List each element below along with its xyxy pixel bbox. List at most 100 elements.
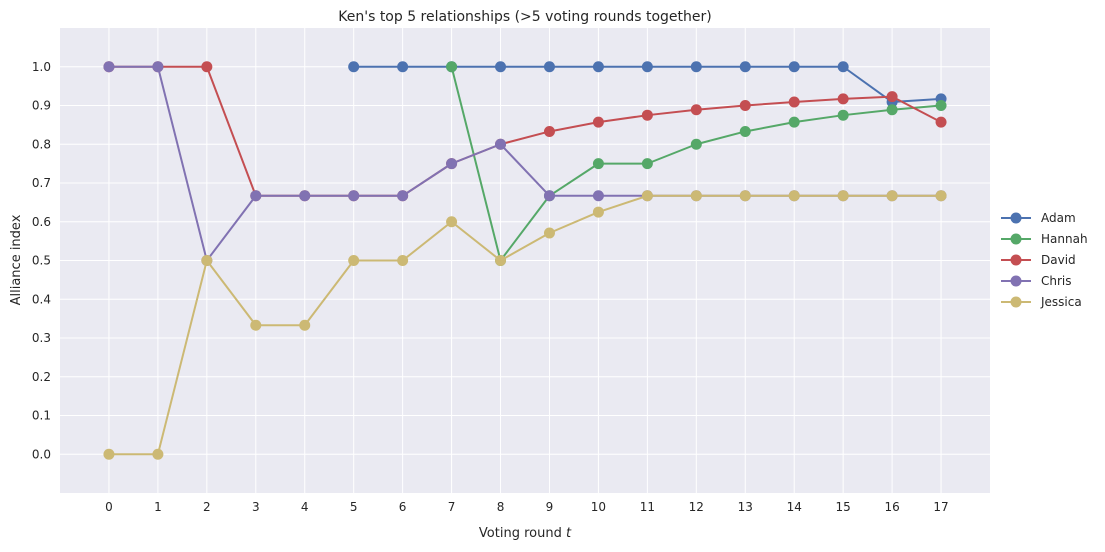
y-tick-label: 0.7: [32, 176, 51, 190]
data-point: [250, 190, 262, 202]
data-point: [446, 158, 458, 170]
data-point: [837, 61, 849, 73]
data-point: [739, 61, 751, 73]
data-point: [592, 116, 604, 128]
legend-label: Jessica: [1040, 295, 1082, 309]
series-line: [108, 194, 942, 456]
data-point: [397, 61, 409, 73]
data-point: [739, 100, 751, 111]
legend-label: Adam: [1041, 211, 1076, 225]
data-point: [250, 319, 262, 331]
data-point: [886, 91, 898, 103]
data-point: [397, 190, 409, 202]
y-tick-label: 0.3: [32, 331, 51, 345]
data-point: [446, 216, 458, 228]
x-tick-label: 16: [884, 500, 899, 514]
series-line: [108, 65, 942, 197]
data-point: [837, 190, 849, 202]
data-point: [690, 61, 702, 73]
data-point: [788, 190, 800, 202]
data-point: [299, 190, 311, 202]
data-point: [152, 61, 164, 73]
data-point: [641, 109, 653, 121]
data-point: [348, 255, 360, 266]
x-tick-label: 5: [350, 500, 358, 514]
data-point: [690, 104, 702, 116]
x-tick-label: 12: [689, 500, 704, 514]
data-point: [935, 100, 947, 111]
data-point: [592, 206, 604, 218]
data-point: [543, 227, 555, 239]
x-axis-label: Voting round t: [479, 526, 572, 541]
x-tick-label: 15: [836, 500, 851, 514]
y-tick-label: 0.4: [32, 292, 51, 306]
data-point: [641, 190, 653, 202]
data-point: [495, 138, 507, 150]
x-tick-label: 7: [448, 500, 456, 514]
legend-marker: [1010, 275, 1022, 287]
data-point: [935, 116, 947, 128]
data-point: [788, 116, 800, 128]
y-tick-label: 0.5: [32, 254, 51, 268]
data-point: [690, 190, 702, 202]
data-point: [299, 319, 311, 331]
legend-label: Chris: [1041, 274, 1072, 288]
y-tick-label: 0.8: [32, 137, 51, 151]
data-point: [641, 158, 653, 170]
data-point: [103, 61, 115, 73]
data-point: [543, 61, 555, 73]
y-tick-label: 0.1: [32, 409, 51, 423]
x-tick-label: 14: [787, 500, 802, 514]
data-point: [348, 190, 360, 202]
legend-label: Hannah: [1041, 232, 1088, 246]
legend-marker: [1010, 296, 1022, 308]
chart-title: Ken's top 5 relationships (>5 voting rou…: [338, 9, 711, 25]
data-point: [788, 96, 800, 108]
y-axis-label: Alliance index: [9, 214, 24, 305]
data-point: [446, 61, 458, 73]
x-tick-label: 6: [399, 500, 407, 514]
data-point: [543, 190, 555, 202]
data-point: [201, 61, 213, 73]
data-point: [348, 61, 360, 73]
data-point: [837, 93, 849, 105]
x-tick-label: 1: [154, 500, 162, 514]
series-layer: [103, 61, 947, 460]
grid: [60, 28, 990, 493]
data-point: [592, 61, 604, 73]
data-point: [201, 255, 213, 266]
data-point: [641, 61, 653, 73]
x-tick-label: 2: [203, 500, 211, 514]
x-tick-label: 9: [546, 500, 554, 514]
data-point: [103, 448, 115, 460]
legend-marker: [1010, 254, 1022, 266]
legend-marker: [1010, 212, 1022, 224]
legend-item-chris: Chris: [1001, 274, 1072, 288]
data-point: [690, 138, 702, 150]
x-tick-label: 8: [497, 500, 505, 514]
x-tick-label: 10: [591, 500, 606, 514]
data-point: [592, 190, 604, 202]
x-tick-label: 3: [252, 500, 260, 514]
data-point: [152, 448, 164, 460]
x-tick-label: 13: [738, 500, 753, 514]
data-point: [739, 190, 751, 202]
x-tick-label: 11: [640, 500, 655, 514]
x-tick-label: 4: [301, 500, 309, 514]
legend-item-jessica: Jessica: [1001, 295, 1082, 309]
legend-item-david: David: [1001, 253, 1076, 267]
data-point: [788, 61, 800, 73]
y-tick-label: 0.6: [32, 215, 51, 229]
x-tick-label: 17: [933, 500, 948, 514]
y-tick-label: 1.0: [32, 60, 51, 74]
data-point: [495, 61, 507, 73]
y-tick-label: 0.2: [32, 370, 51, 384]
data-point: [592, 158, 604, 170]
x-tick-label: 0: [105, 500, 113, 514]
y-tick-label: 0.0: [32, 447, 51, 461]
data-point: [935, 190, 947, 202]
data-point: [543, 125, 555, 137]
legend-marker: [1010, 233, 1022, 245]
legend: Adam Hannah David Chris Jessica: [1001, 211, 1088, 309]
